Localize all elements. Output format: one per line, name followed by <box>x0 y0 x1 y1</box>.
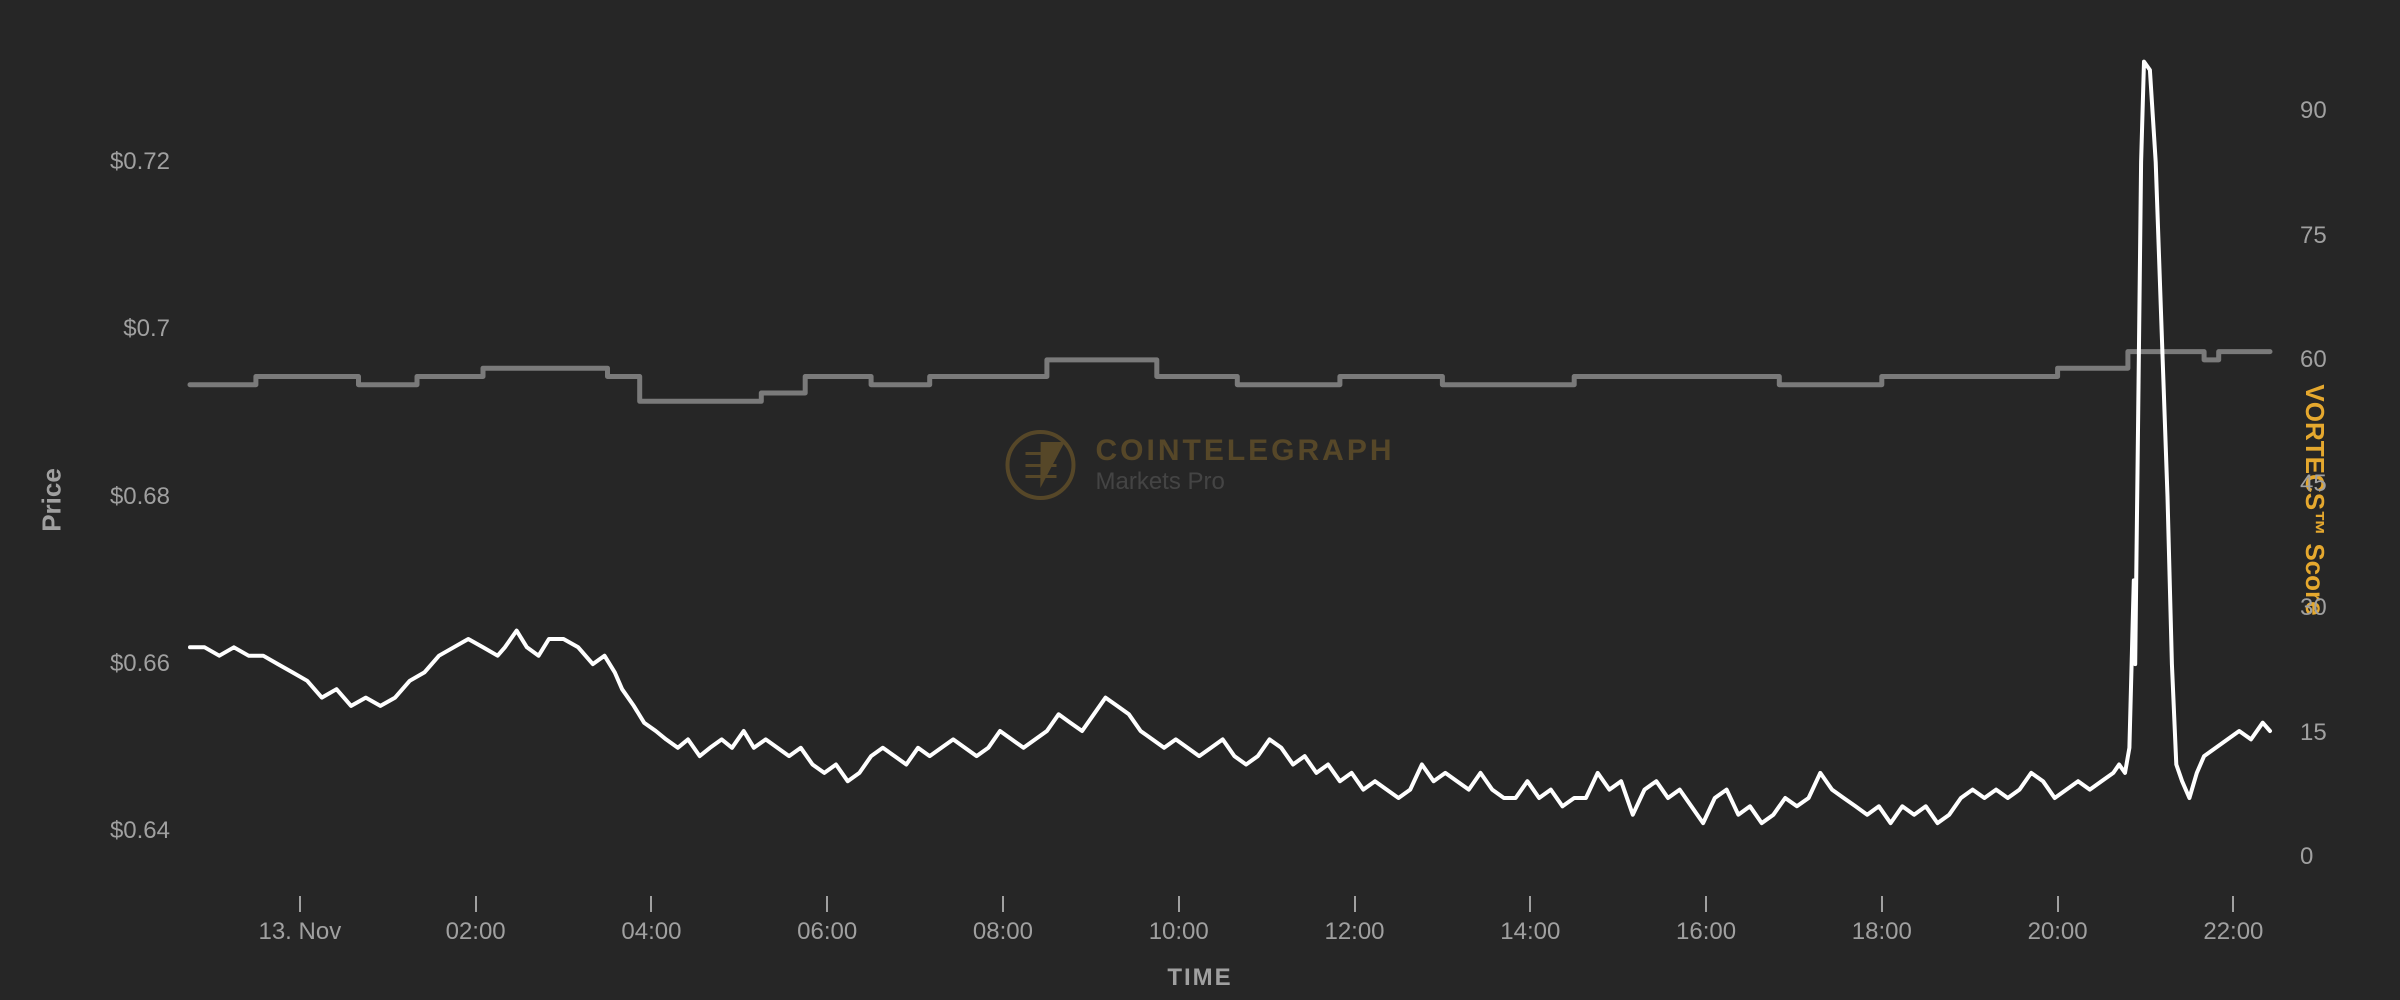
x-tick-label: 02:00 <box>446 918 506 946</box>
x-tick <box>475 896 477 912</box>
x-tick <box>2057 896 2059 912</box>
y-right-tick-label: 15 <box>2300 719 2360 747</box>
x-tick-label: 18:00 <box>1852 918 1912 946</box>
x-tick <box>1705 896 1707 912</box>
x-tick <box>1354 896 1356 912</box>
x-tick-label: 06:00 <box>797 918 857 946</box>
y-left-tick-label: $0.68 <box>50 483 170 511</box>
x-tick-label: 14:00 <box>1500 918 1560 946</box>
x-tick <box>2232 896 2234 912</box>
score-line <box>190 352 2270 402</box>
x-tick <box>1178 896 1180 912</box>
y-right-tick-label: 30 <box>2300 594 2360 622</box>
x-tick <box>1002 896 1004 912</box>
x-tick-label: 22:00 <box>2203 918 2263 946</box>
y-right-tick-label: 45 <box>2300 470 2360 498</box>
x-tick <box>1881 896 1883 912</box>
x-tick <box>1529 896 1531 912</box>
y-right-tick-label: 90 <box>2300 97 2360 125</box>
y-right-tick-label: 75 <box>2300 222 2360 250</box>
y-right-tick-label: 60 <box>2300 346 2360 374</box>
y-left-tick-label: $0.7 <box>50 315 170 343</box>
x-tick-label: 12:00 <box>1324 918 1384 946</box>
price-line <box>190 62 2270 824</box>
price-vortecs-chart: Price VORTECS™ Score TIME COINTELEGRAPH … <box>0 0 2400 1000</box>
x-tick-label: 16:00 <box>1676 918 1736 946</box>
plot-svg <box>0 0 2400 1000</box>
x-tick <box>650 896 652 912</box>
y-right-tick-label: 0 <box>2300 843 2360 871</box>
x-tick <box>299 896 301 912</box>
x-tick-label: 10:00 <box>1149 918 1209 946</box>
x-tick-label: 04:00 <box>621 918 681 946</box>
x-tick-label: 08:00 <box>973 918 1033 946</box>
y-left-tick-label: $0.66 <box>50 650 170 678</box>
x-tick <box>826 896 828 912</box>
x-tick-label: 13. Nov <box>258 918 341 946</box>
y-left-tick-label: $0.72 <box>50 148 170 176</box>
x-tick-label: 20:00 <box>2028 918 2088 946</box>
y-left-tick-label: $0.64 <box>50 817 170 845</box>
